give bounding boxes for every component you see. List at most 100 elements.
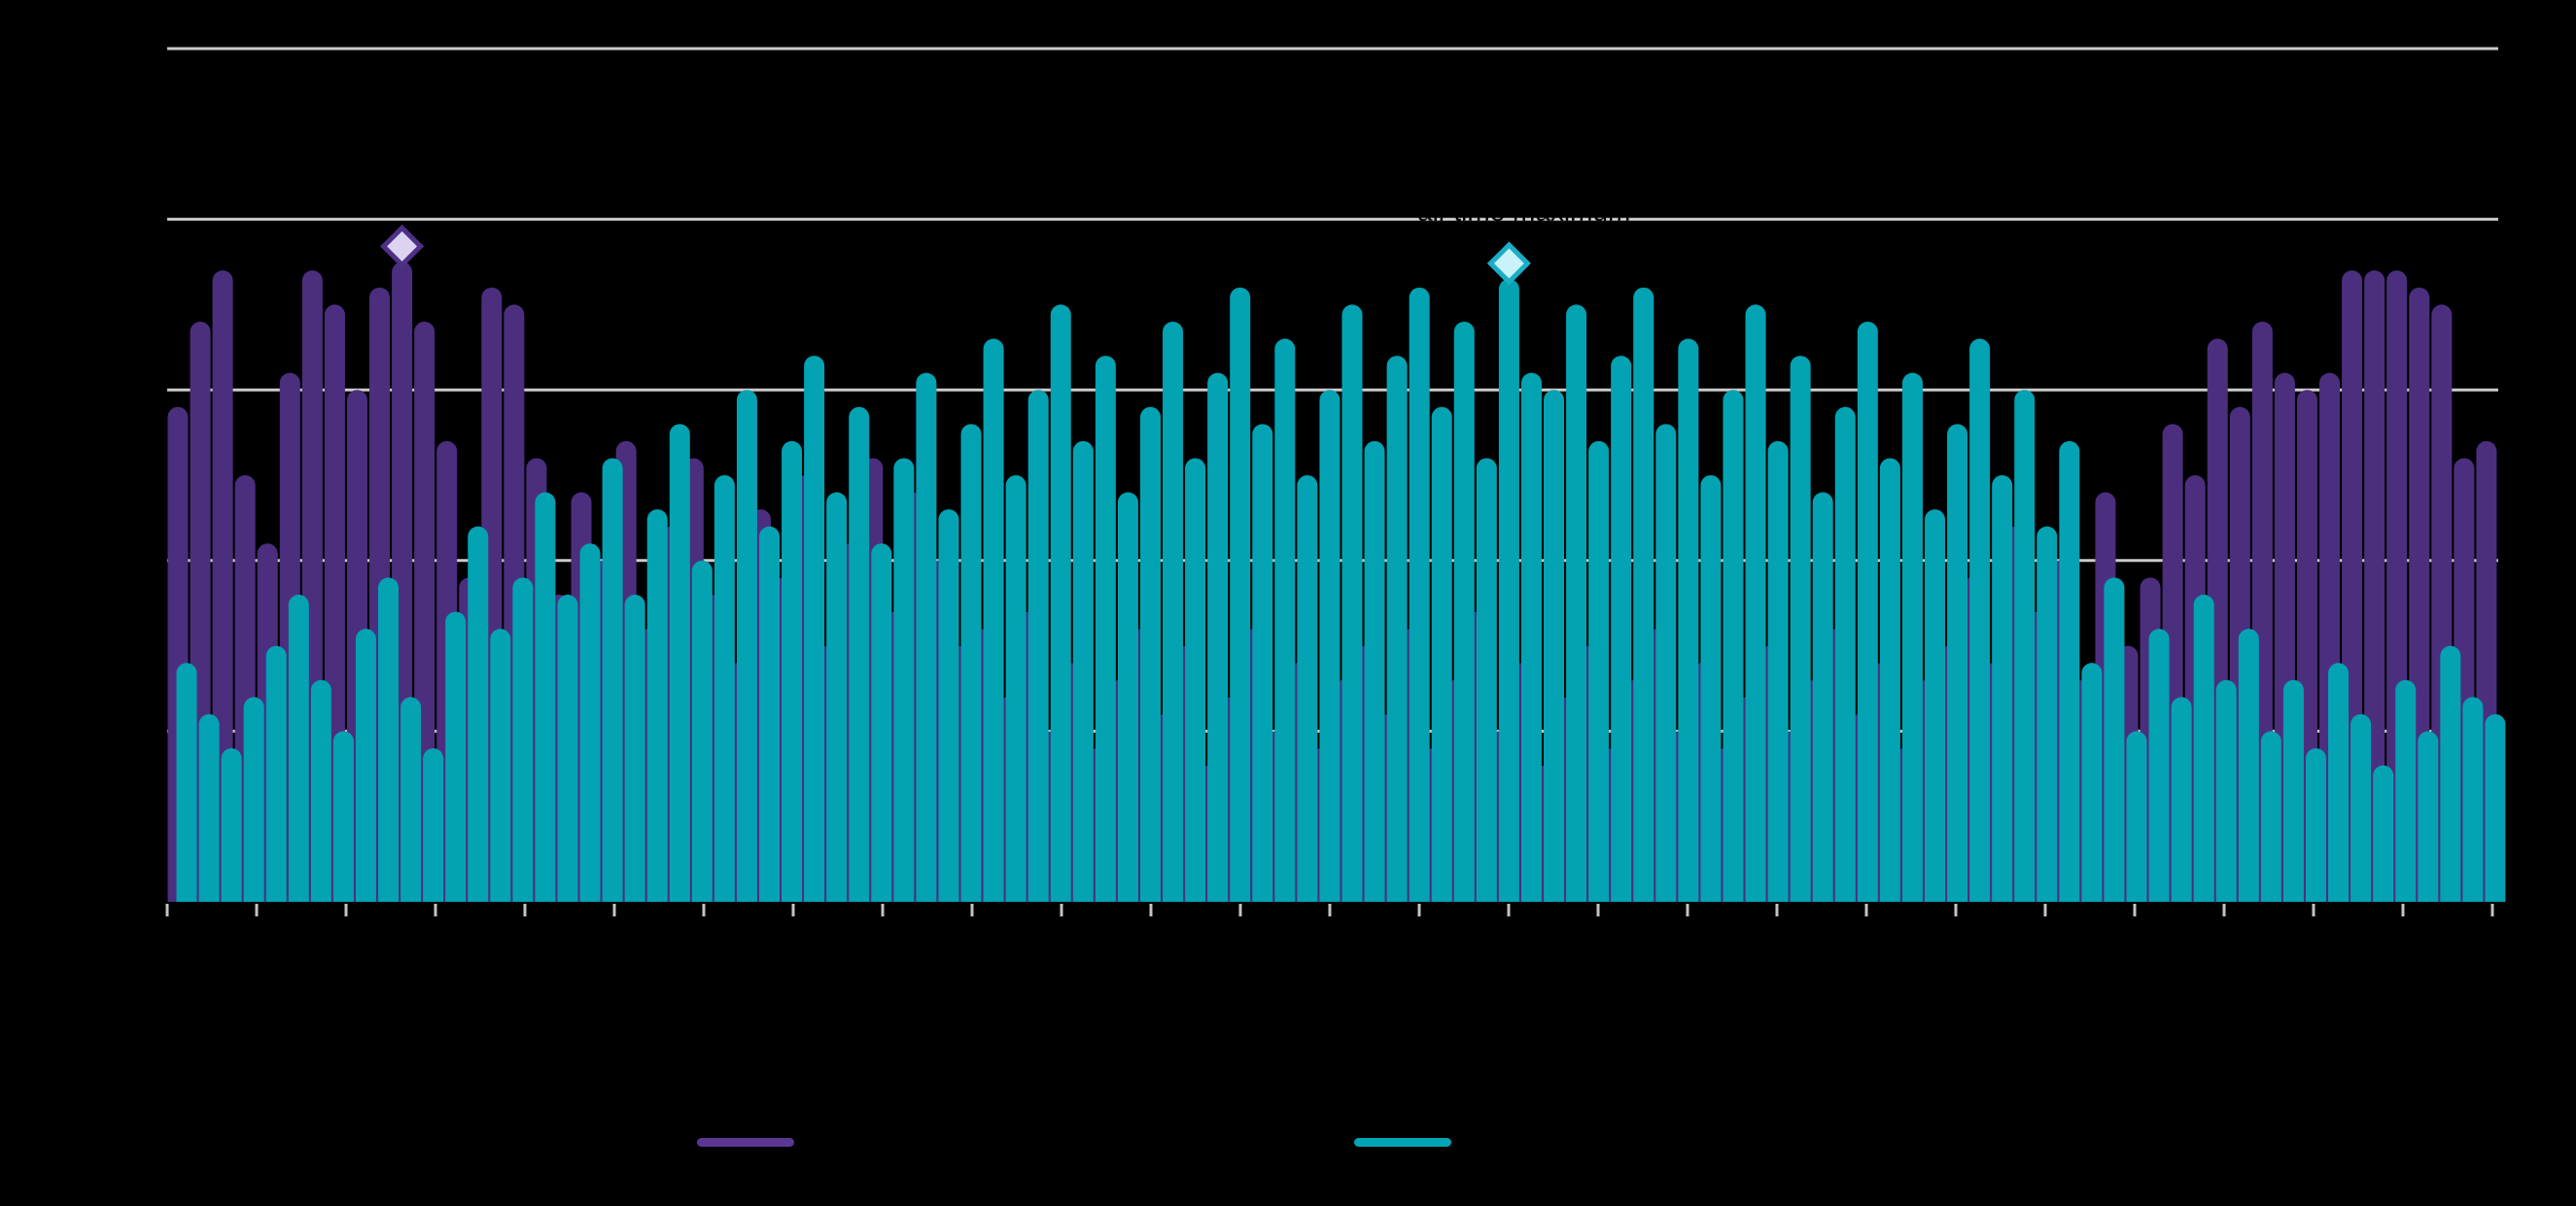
bar <box>310 679 331 902</box>
bar <box>445 611 467 902</box>
bar <box>1163 321 1184 903</box>
bar <box>1027 390 1049 902</box>
bar <box>1544 390 1565 902</box>
bar <box>1364 440 1385 902</box>
bar <box>1095 356 1116 903</box>
bar <box>1901 372 1923 902</box>
bar <box>2036 526 2058 902</box>
bar <box>1588 440 1610 902</box>
bar <box>714 475 735 902</box>
bar <box>221 747 242 902</box>
bars-series-2 <box>176 279 2506 903</box>
bar <box>535 492 556 902</box>
bar <box>400 697 422 902</box>
bar <box>1005 475 1027 902</box>
bar <box>1745 304 1766 902</box>
bar <box>1857 321 1878 903</box>
bar <box>1992 475 2013 902</box>
bar <box>1341 304 1363 902</box>
bar <box>2485 713 2506 902</box>
legend-swatch-1 <box>697 1138 794 1147</box>
bar <box>2305 747 2326 902</box>
legend <box>697 1138 1451 1147</box>
bar <box>2350 713 2372 902</box>
bar <box>1947 424 1968 902</box>
bar <box>579 543 601 902</box>
max-marker-diamond-series-2 <box>1486 241 1531 286</box>
bar <box>1925 509 1945 902</box>
bar <box>2081 663 2103 902</box>
bar <box>2282 679 2304 902</box>
max-markers <box>380 224 1531 286</box>
bar <box>2215 679 2237 902</box>
bar <box>1207 372 1229 902</box>
bar <box>1297 475 1318 902</box>
bar <box>1700 475 1722 902</box>
bar <box>1678 338 1699 902</box>
bar <box>759 526 780 902</box>
bar <box>960 424 982 902</box>
bar <box>2126 731 2147 902</box>
bar <box>2014 390 2036 902</box>
bar <box>2418 731 2439 902</box>
bar <box>1611 356 1632 903</box>
bar <box>1723 390 1744 902</box>
bar <box>512 577 534 902</box>
bar <box>1969 338 1991 902</box>
bar <box>1498 279 1519 902</box>
bar <box>1834 406 1856 902</box>
bar <box>1655 424 1677 902</box>
bar <box>893 458 915 902</box>
bar <box>288 594 309 902</box>
bar <box>2104 577 2125 902</box>
bar <box>669 424 690 902</box>
bar <box>332 731 354 902</box>
bar <box>2440 645 2461 902</box>
bar <box>1476 458 1497 902</box>
bar <box>2373 765 2394 902</box>
max-annotation-label: all-time maximum <box>1417 196 1630 226</box>
bar <box>871 543 892 902</box>
bar <box>243 697 264 902</box>
max-marker-diamond-series-1 <box>380 224 425 269</box>
bar <box>1767 440 1789 902</box>
bar <box>691 560 713 902</box>
bar <box>826 492 848 902</box>
bar <box>1879 458 1900 902</box>
bar <box>423 747 444 902</box>
bar <box>2238 629 2259 902</box>
bar <box>1566 304 1587 902</box>
bar <box>265 645 287 902</box>
bar <box>355 629 376 902</box>
bar <box>2260 731 2281 902</box>
bar <box>1139 406 1161 902</box>
legend-swatch-2 <box>1354 1138 1451 1147</box>
bar <box>1230 287 1251 903</box>
bar <box>1409 287 1430 903</box>
bar <box>1520 372 1542 902</box>
bar <box>490 629 511 902</box>
bar <box>2193 594 2214 902</box>
bar <box>1050 304 1071 902</box>
bar <box>2328 663 2350 902</box>
bar <box>1274 338 1296 902</box>
bar <box>916 372 937 902</box>
bar <box>1431 406 1452 902</box>
bar <box>1790 356 1811 903</box>
bar <box>1812 492 1833 902</box>
bar <box>983 338 1004 902</box>
bar <box>468 526 489 902</box>
bar <box>2171 697 2192 902</box>
bar <box>1319 390 1340 902</box>
bar <box>1386 356 1408 903</box>
bar <box>2462 697 2484 902</box>
bar <box>557 594 578 902</box>
bar <box>1252 424 1273 902</box>
bar <box>2395 679 2417 902</box>
bar <box>1633 287 1654 903</box>
bar <box>938 509 959 902</box>
bar <box>1453 321 1475 903</box>
bar <box>176 663 197 902</box>
